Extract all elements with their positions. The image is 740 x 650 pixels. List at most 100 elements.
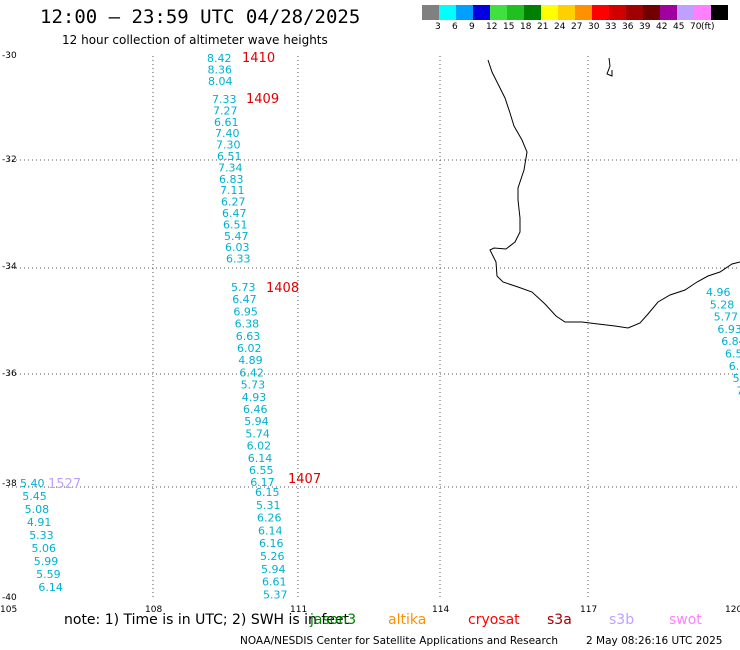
wave-height-value: 5.94 xyxy=(244,415,269,428)
track-id-label: 1408 xyxy=(266,281,299,296)
wave-height-value: 7. xyxy=(736,384,740,397)
legend-label: 3 xyxy=(435,22,441,32)
legend-label: 39 xyxy=(639,22,651,32)
wave-height-value: 5.28 xyxy=(710,298,735,311)
mission-name-s3a: s3a xyxy=(547,612,572,628)
color-legend-labels: 3 6 9 12 15 18 21 24 27 30 33 36 39 42 45 70 (ft) xyxy=(422,22,740,34)
longitude-label: 120 xyxy=(725,605,740,615)
mission-name-cryosat: cryosat xyxy=(468,612,520,628)
legend-label: 27 xyxy=(571,22,583,32)
longitude-label: 117 xyxy=(580,605,597,615)
wave-height-value: 5.77 xyxy=(714,311,739,324)
wave-height-value: 5.06 xyxy=(32,542,57,555)
wave-height-value: 8.04 xyxy=(208,75,233,88)
mission-name-s3b: s3b xyxy=(609,612,635,628)
axis-labels: -30 -32 -34 -36 -38 -40 105 108 111 114 117 120 xyxy=(0,51,740,615)
wave-height-value: 6.93 xyxy=(717,323,740,336)
wave-height-value: 5. xyxy=(733,372,740,385)
wave-height-value: 6.46 xyxy=(243,403,268,416)
legend-swatch xyxy=(660,5,677,20)
legend-swatch xyxy=(541,5,558,20)
legend-label: 9 xyxy=(469,22,475,32)
footnote: note: 1) Time is in UTC; 2) SWH is in fe… xyxy=(64,612,350,628)
legend-swatch xyxy=(473,5,490,20)
wave-height-value: 7.40 xyxy=(215,127,240,140)
wave-height-value: 6.16 xyxy=(259,537,284,550)
track-id-label: 1409 xyxy=(246,92,279,107)
wave-height-value: 5.45 xyxy=(22,490,47,503)
legend-swatch xyxy=(439,5,456,20)
wave-height-value: 6.83 xyxy=(219,173,244,186)
wave-height-value: 5.99 xyxy=(34,555,59,568)
wave-height-value: 6.03 xyxy=(225,241,250,254)
legend-label: 6 xyxy=(452,22,458,32)
legend-label: 45 xyxy=(673,22,685,32)
wave-height-value: 6.14 xyxy=(38,581,63,594)
wave-height-value: 6.26 xyxy=(257,512,282,525)
latitude-label: -34 xyxy=(2,262,17,272)
wave-height-value: 6.95 xyxy=(233,305,258,318)
wave-height-value: 7.27 xyxy=(213,104,238,117)
longitude-label: 114 xyxy=(432,605,449,615)
wave-height-value: 5.37 xyxy=(263,588,288,601)
wave-height-value: 5.47 xyxy=(224,230,249,243)
legend-swatch xyxy=(609,5,626,20)
wave-height-value: 6.61 xyxy=(262,576,287,589)
coastline-western-australia xyxy=(487,59,740,329)
legend-label: 33 xyxy=(605,22,617,32)
legend-label: 30 xyxy=(588,22,600,32)
legend-swatch xyxy=(643,5,660,20)
mission-name-jason3: jason3 xyxy=(310,612,357,628)
legend-label: 12 xyxy=(486,22,498,32)
wave-height-value: 5.40 xyxy=(20,477,45,490)
graticule xyxy=(8,56,740,600)
wave-height-value: 6.15 xyxy=(255,486,280,499)
wave-height-value: 6.33 xyxy=(226,253,251,266)
wave-height-value: 6.14 xyxy=(258,524,283,537)
wave-height-value: 5.08 xyxy=(25,503,49,516)
wave-height-value: 5.94 xyxy=(261,563,286,576)
legend-label: 42 xyxy=(656,22,668,32)
legend-swatch xyxy=(677,5,694,20)
legend-swatch xyxy=(558,5,575,20)
legend-swatch xyxy=(422,5,439,20)
map-title: 12:00 — 23:59 UTC 04/28/2025 xyxy=(40,6,361,28)
wave-height-value: 4.91 xyxy=(27,516,52,529)
wave-height-value: 8.42 xyxy=(207,52,232,65)
latitude-label: -32 xyxy=(2,155,17,165)
wave-height-value: 7.11 xyxy=(220,184,245,197)
wave-height-value: 6.38 xyxy=(235,318,260,331)
legend-swatch xyxy=(575,5,592,20)
wave-height-value: 8.36 xyxy=(208,64,233,77)
wave-height-value: 6.02 xyxy=(247,440,272,453)
legend-label: 15 xyxy=(503,22,515,32)
legend-label: 36 xyxy=(622,22,634,32)
legend-label: 24 xyxy=(554,22,566,32)
wave-height-value: 4.89 xyxy=(238,354,263,367)
wave-height-value: 6.61 xyxy=(214,116,239,129)
track-id-label: 1527 xyxy=(48,477,81,492)
wave-height-value: 5.33 xyxy=(29,529,54,542)
legend-label: 18 xyxy=(520,22,532,32)
wave-height-value: 6.5 xyxy=(725,348,740,361)
altimeter-tracks: 8.428.368.0414107.337.276.617.407.306.51… xyxy=(20,51,740,601)
longitude-label: 108 xyxy=(145,605,162,615)
wave-height-value: 6.02 xyxy=(237,342,262,355)
latitude-label: -38 xyxy=(2,479,17,489)
generation-timestamp: 2 May 08:26:16 UTC 2025 xyxy=(586,635,723,647)
wave-height-value: 7.30 xyxy=(216,139,241,152)
latitude-label: -30 xyxy=(2,51,17,61)
wave-height-value: 5.26 xyxy=(260,550,285,563)
mission-name-altika: altika xyxy=(388,612,427,628)
wave-height-value: 6.51 xyxy=(223,218,248,231)
latitude-label: -36 xyxy=(2,369,17,379)
legend-swatch xyxy=(456,5,473,20)
legend-swatch xyxy=(507,5,524,20)
legend-swatch xyxy=(626,5,643,20)
wave-height-value: 6.63 xyxy=(236,330,260,343)
wave-height-value: 6.51 xyxy=(217,150,242,163)
wave-height-value: 5.59 xyxy=(36,568,61,581)
wave-height-value: 7.34 xyxy=(218,161,243,174)
